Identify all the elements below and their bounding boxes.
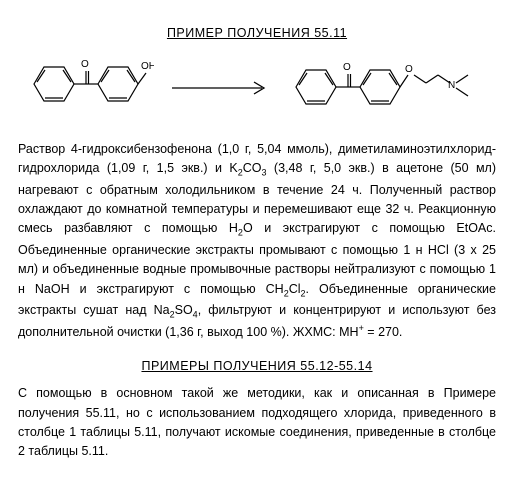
procedure-paragraph-2: С помощью в основном такой же методики, … [18, 384, 496, 462]
svg-text:N: N [448, 80, 455, 91]
text-fragment: CO [243, 161, 262, 175]
starting-material-structure: O OH [24, 53, 154, 121]
heading-example-55-11: ПРИМЕР ПОЛУЧЕНИЯ 55.11 [18, 24, 496, 43]
text-fragment: = 270. [364, 326, 403, 340]
reaction-arrow-icon [170, 78, 270, 98]
text-fragment: SO [175, 303, 193, 317]
procedure-paragraph: Раствор 4-гидроксибензофенона (1,0 г, 5,… [18, 140, 496, 343]
heading-examples-55-12-14: ПРИМЕРЫ ПОЛУЧЕНИЯ 55.12-55.14 [18, 357, 496, 376]
svg-text:O: O [81, 59, 89, 70]
svg-text:O: O [343, 62, 351, 73]
text-fragment: Cl [289, 282, 301, 296]
svg-text:OH: OH [141, 61, 154, 72]
reaction-scheme: O OH [18, 53, 496, 121]
product-structure: O O N [286, 53, 486, 121]
svg-text:O: O [405, 64, 413, 75]
